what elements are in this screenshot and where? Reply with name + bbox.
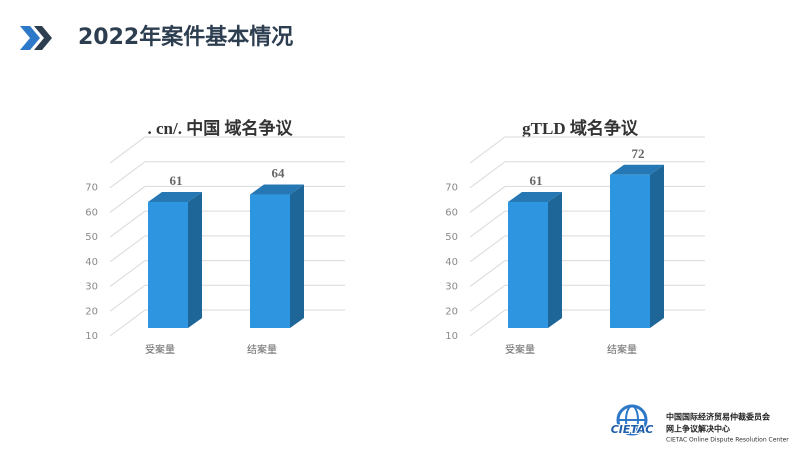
- y-tick-label: 50: [445, 232, 458, 243]
- bar: [250, 194, 290, 328]
- bar-top: [148, 191, 202, 202]
- x-tick-label: 结案量: [607, 343, 637, 356]
- logo: CIETAC 中国国际经济贸易仲裁委员会 网上争议解决中心 CIETAC Onl…: [610, 404, 789, 444]
- grid-line: [469, 161, 705, 189]
- grid-line: [469, 260, 705, 287]
- bar-top: [610, 164, 664, 175]
- slide-title: 2022年案件基本情况: [78, 24, 293, 50]
- y-tick-label: 70: [445, 183, 458, 194]
- grid-line: [469, 284, 705, 312]
- logo-name: CIETAC: [611, 423, 654, 436]
- grid-line: [469, 309, 705, 337]
- bar: [508, 201, 548, 328]
- y-tick-label: 30: [445, 282, 458, 293]
- grid-line: [109, 284, 345, 312]
- y-tick-label: 30: [85, 282, 98, 293]
- y-tick-label: 70: [85, 183, 98, 194]
- value-label: 72: [632, 146, 645, 161]
- y-tick-label: 10: [85, 331, 98, 342]
- y-tick-label: 40: [445, 257, 458, 268]
- bar: [148, 201, 188, 328]
- bar-side: [548, 191, 562, 328]
- y-tick-label: 10: [445, 331, 458, 342]
- value-label: 61: [170, 173, 183, 188]
- y-tick-label: 60: [85, 207, 98, 218]
- grid-line: [469, 185, 705, 213]
- y-tick-label: 20: [85, 306, 98, 317]
- grid-line: [469, 210, 705, 238]
- logo-line: 网上争议解决中心: [666, 424, 730, 434]
- bar-top: [508, 191, 562, 202]
- grid-line: [469, 235, 705, 263]
- y-tick-label: 50: [85, 232, 98, 243]
- logo-line: CIETAC Online Dispute Resolution Center: [666, 437, 789, 444]
- grid-line: [109, 161, 345, 189]
- bar-side: [188, 191, 202, 328]
- axis-frame: [469, 136, 705, 164]
- grid-line: [109, 185, 345, 213]
- value-label: 61: [530, 173, 543, 188]
- grid-line: [109, 260, 345, 287]
- x-tick-label: 受案量: [505, 343, 535, 356]
- logo-line: 中国国际经济贸易仲裁委员会: [666, 412, 770, 422]
- x-tick-label: 受案量: [145, 343, 175, 356]
- chevron-icon: [20, 26, 40, 50]
- y-tick-label: 20: [445, 306, 458, 317]
- y-tick-label: 40: [85, 257, 98, 268]
- bar-side: [650, 164, 664, 328]
- bar-side: [290, 184, 304, 328]
- bar: [610, 174, 650, 328]
- x-tick-label: 结案量: [247, 343, 277, 356]
- bar-top: [250, 184, 304, 195]
- chart-title: gTLD 域名争议: [522, 118, 639, 138]
- grid-line: [109, 235, 345, 263]
- chart-title: . cn/. 中国 域名争议: [148, 118, 294, 138]
- grid-line: [109, 210, 345, 238]
- grid-line: [109, 309, 345, 337]
- value-label: 64: [272, 166, 286, 181]
- y-tick-label: 60: [445, 207, 458, 218]
- axis-frame: [109, 136, 345, 164]
- chevron-icon: [34, 26, 52, 50]
